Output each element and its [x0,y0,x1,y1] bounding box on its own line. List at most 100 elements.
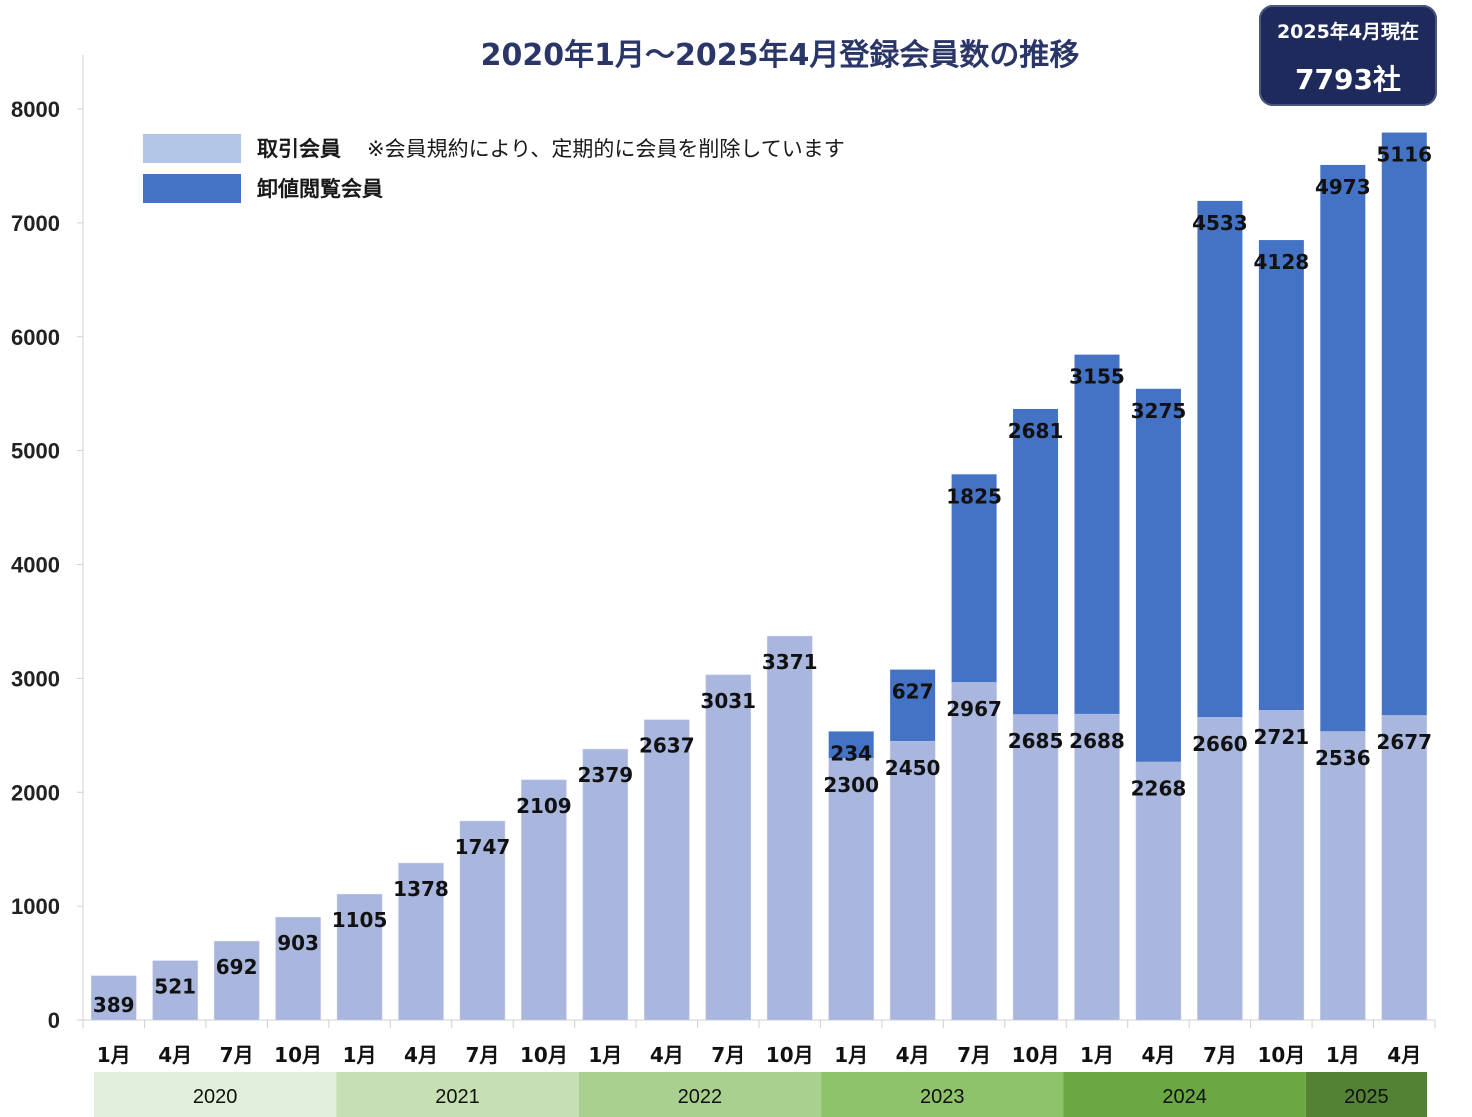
legend-note: ※会員規約により、定期的に会員を削除しています [367,137,845,161]
x-tick-label: 4月 [1141,1043,1175,1067]
data-label-trade: 389 [93,993,135,1017]
bar-trade [459,820,506,1021]
x-tick-label: 4月 [1387,1043,1421,1067]
bar-wholesale [1013,408,1059,715]
y-tick-label: 4000 [11,553,60,578]
bar-wholesale [1197,200,1243,718]
x-tick-label: 10月 [1257,1043,1305,1067]
bar-wholesale [1135,388,1181,762]
y-tick-label: 3000 [11,666,60,691]
data-label-trade: 2685 [1008,729,1064,753]
data-label-trade: 3031 [700,689,756,713]
legend-label-trade: 取引会員 [257,137,341,161]
data-label-wholesale: 234 [830,741,872,765]
badge-total: 7793社 [1295,63,1401,96]
bar-trade [90,975,137,1021]
chart-title: 2020年1月～2025年4月登録会員数の推移 [480,38,1080,73]
x-tick-label: 7月 [1203,1043,1237,1067]
y-tick-label: 6000 [11,325,60,350]
data-label-wholesale: 2681 [1008,419,1064,443]
x-tick-label: 1月 [1326,1043,1360,1067]
bar-trade [521,779,567,1021]
bar-trade [889,740,936,1021]
year-label: 2022 [678,1086,723,1108]
bar-trade [398,862,444,1021]
badge-date: 2025年4月現在 [1276,21,1420,43]
data-label-wholesale: 4128 [1254,250,1310,274]
bar-trade [1074,713,1120,1021]
x-tick-label: 7月 [220,1043,254,1067]
x-tick-label: 4月 [158,1043,192,1067]
legend-label-wholesale: 卸値閲覧会員 [257,177,383,201]
bar-trade [1258,709,1305,1021]
data-label-trade: 2379 [578,763,634,787]
bar-wholesale [1074,354,1120,714]
x-tick-label: 7月 [711,1043,745,1067]
year-band [94,1072,337,1117]
year-band [1305,1072,1427,1117]
data-label-trade: 692 [216,955,258,979]
bar-trade [582,748,629,1021]
y-tick-label: 5000 [11,439,60,464]
legend-swatch-wholesale [143,173,241,203]
x-tick-label: 4月 [650,1043,684,1067]
legend-item-trade: 取引会員 ※会員規約により、定期的に会員を削除しています [143,128,845,168]
bar-wholesale [890,669,936,742]
bar-wholesale [828,731,874,759]
data-label-trade: 2300 [823,773,879,797]
y-tick-label: 7000 [11,211,60,236]
bar-wholesale [1258,240,1304,711]
data-label-trade: 2109 [516,794,572,818]
bar-trade [1320,730,1366,1021]
data-label-trade: 2450 [885,756,941,780]
x-tick-label: 1月 [588,1043,622,1067]
total-members-badge: 2025年4月現在 7793社 [1259,5,1437,106]
x-tick-label: 10月 [274,1043,322,1067]
data-label-trade: 1378 [393,877,449,901]
year-label: 2025 [1344,1086,1389,1108]
bar-trade [336,893,383,1021]
bar-trade [1012,713,1059,1021]
x-tick-label: 4月 [896,1043,930,1067]
data-label-wholesale: 4973 [1315,175,1371,199]
data-label-trade: 2688 [1069,729,1125,753]
bar-wholesale [1320,164,1366,732]
data-label-trade: 1105 [332,908,388,932]
bar-trade [213,940,260,1021]
data-label-trade: 2967 [946,697,1002,721]
year-band [1063,1072,1306,1117]
y-tick-label: 1000 [11,894,60,919]
data-label-wholesale: 3155 [1069,365,1125,389]
bar-trade [705,674,752,1021]
year-label: 2020 [193,1086,238,1108]
year-label: 2023 [920,1086,965,1108]
bar-trade [828,757,874,1021]
x-tick-label: 1月 [1080,1043,1114,1067]
data-label-wholesale: 3275 [1131,399,1187,423]
bar-wholesale [1381,132,1427,716]
data-label-trade: 2677 [1376,730,1432,754]
data-label-trade: 2268 [1131,777,1187,801]
bar-trade [1381,714,1428,1021]
x-tick-label: 7月 [957,1043,991,1067]
y-tick-label: 0 [48,1008,60,1033]
year-label: 2024 [1162,1086,1207,1108]
x-tick-label: 10月 [766,1043,814,1067]
data-label-trade: 2660 [1192,732,1248,756]
y-tick-label: 8000 [11,97,60,122]
bar-trade [152,960,198,1021]
bar-trade [275,916,321,1021]
legend-item-wholesale: 卸値閲覧会員 [143,168,845,208]
data-label-trade: 2536 [1315,746,1371,770]
data-label-wholesale: 627 [892,680,934,704]
bar-trade [766,635,813,1021]
data-label-wholesale: 5116 [1376,143,1432,167]
data-label-trade: 1747 [455,835,511,859]
x-tick-label: 1月 [834,1043,868,1067]
data-label-trade: 2721 [1254,725,1310,749]
data-label-trade: 521 [154,975,196,999]
bar-trade [951,681,997,1021]
legend-swatch-trade [143,133,241,163]
legend: 取引会員 ※会員規約により、定期的に会員を削除しています 卸値閲覧会員 [143,128,845,208]
